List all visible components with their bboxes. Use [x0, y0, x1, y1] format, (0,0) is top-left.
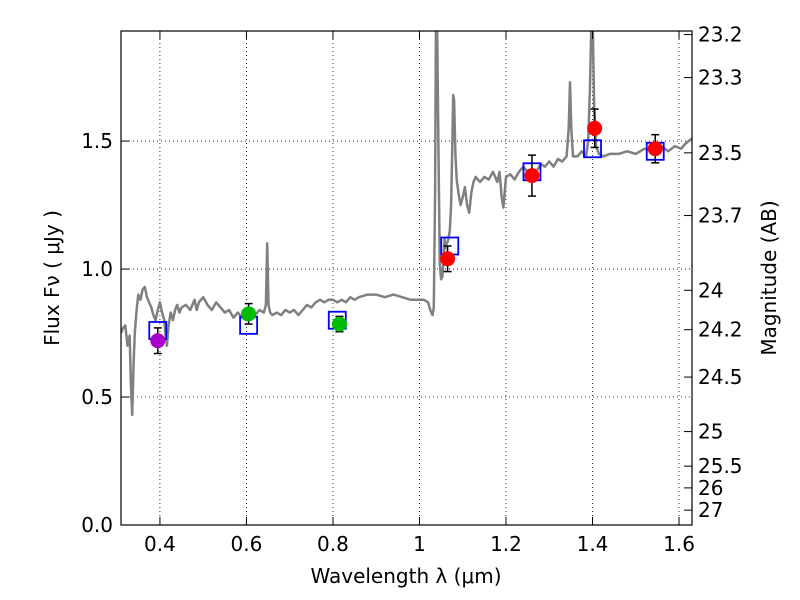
right-tick-label: 27 [698, 498, 723, 522]
y-tick-label: 1.5 [81, 129, 113, 153]
spectrum-line [121, 31, 692, 417]
right-tick-label: 23.3 [698, 66, 743, 90]
x-tick-label: 1 [413, 532, 426, 556]
x-axis-ticks: 0.4 0.6 0.8 1 1.2 1.4 1.6 [144, 31, 695, 556]
right-tick-label: 23.2 [698, 23, 743, 47]
right-tick-label: 24.2 [698, 318, 743, 342]
right-axis-label: Magnitude (AB) [757, 200, 781, 355]
plot-frame [120, 30, 693, 526]
x-tick-label: 0.6 [231, 532, 263, 556]
grid-lines [121, 31, 692, 525]
data-point [440, 251, 456, 267]
data-point [647, 141, 663, 157]
x-tick-label: 0.4 [144, 532, 176, 556]
right-tick-label: 23.5 [698, 141, 743, 165]
right-tick-label: 23.7 [698, 204, 743, 228]
x-tick-label: 1.6 [663, 532, 695, 556]
x-axis-label: Wavelength λ (μm) [310, 564, 501, 588]
y-tick-label: 0.5 [81, 385, 113, 409]
y-tick-label: 1.0 [81, 257, 113, 281]
model-photometry-boxes [148, 139, 665, 340]
model-box [583, 139, 602, 159]
plot-area [121, 31, 692, 417]
x-tick-label: 0.8 [317, 532, 349, 556]
right-tick-label: 25 [698, 420, 723, 444]
right-tick-label: 25.5 [698, 454, 743, 478]
data-point [587, 120, 603, 136]
x-tick-label: 1.4 [577, 532, 609, 556]
y-axis-label: Flux Fν ( μJy ) [40, 210, 64, 346]
data-point [524, 168, 540, 184]
right-tick-label: 24.5 [698, 365, 743, 389]
data-point [241, 306, 257, 322]
y-tick-label: 0.0 [81, 513, 113, 537]
data-point [331, 316, 347, 332]
data-point [150, 333, 166, 349]
x-tick-label: 1.2 [490, 532, 522, 556]
right-tick-label: 26 [698, 476, 723, 500]
y-axis-ticks: 0.0 0.5 1.0 1.5 [81, 129, 129, 537]
right-tick-label: 24 [698, 278, 723, 302]
observed-points [150, 120, 663, 349]
